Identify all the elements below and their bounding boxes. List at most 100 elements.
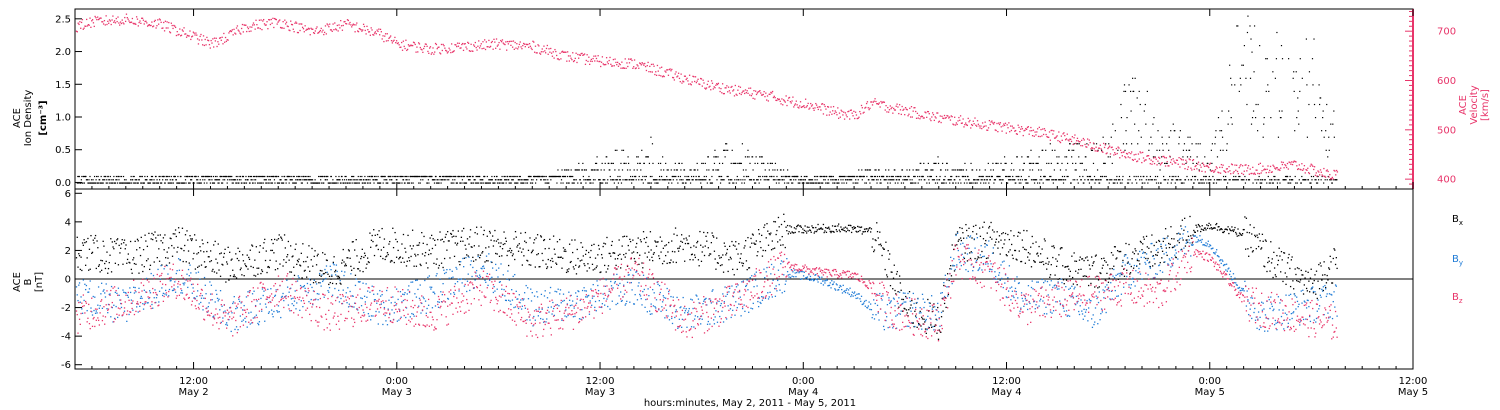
density-point bbox=[549, 175, 551, 178]
field-point-x bbox=[754, 243, 756, 245]
density-point bbox=[1326, 179, 1328, 181]
velocity-point bbox=[927, 111, 930, 113]
field-point-x bbox=[632, 251, 635, 253]
field-point-x bbox=[124, 248, 126, 250]
density-point bbox=[1212, 175, 1214, 178]
velocity-point bbox=[785, 95, 787, 97]
density-point bbox=[301, 175, 303, 178]
velocity-point bbox=[175, 34, 178, 37]
velocity-point bbox=[698, 83, 700, 85]
field-point-x bbox=[171, 244, 173, 247]
velocity-point bbox=[969, 119, 971, 122]
velocity-point bbox=[207, 39, 209, 41]
velocity-point bbox=[557, 58, 559, 60]
velocity-point bbox=[509, 40, 511, 42]
velocity-point bbox=[300, 23, 302, 25]
field-point-x bbox=[170, 237, 172, 240]
velocity-point bbox=[115, 17, 117, 20]
velocity-point bbox=[701, 85, 703, 87]
velocity-point bbox=[1112, 149, 1114, 151]
density-point bbox=[1149, 175, 1152, 178]
density-point bbox=[797, 175, 799, 178]
density-point bbox=[1178, 143, 1180, 145]
field-point-x bbox=[562, 257, 564, 259]
velocity-point bbox=[307, 28, 309, 31]
density-point bbox=[257, 182, 259, 184]
velocity-point bbox=[756, 92, 759, 94]
velocity-point bbox=[269, 23, 272, 26]
density-point bbox=[1219, 130, 1221, 132]
field-point-x bbox=[603, 242, 605, 244]
density-point bbox=[1306, 84, 1308, 86]
density-point bbox=[710, 182, 713, 184]
velocity-point bbox=[638, 62, 641, 64]
density-point bbox=[651, 143, 654, 145]
density-point bbox=[946, 162, 948, 165]
field-point-x bbox=[668, 241, 670, 244]
density-point bbox=[427, 179, 429, 181]
velocity-point bbox=[973, 123, 975, 125]
velocity-point bbox=[146, 25, 149, 27]
velocity-point bbox=[499, 48, 501, 50]
velocity-point bbox=[583, 53, 586, 55]
density-point bbox=[863, 175, 865, 178]
density-point bbox=[716, 169, 719, 171]
field-point-x bbox=[766, 222, 768, 225]
velocity-point bbox=[903, 108, 905, 110]
velocity-point bbox=[1092, 147, 1094, 149]
field-point-x bbox=[78, 255, 81, 257]
velocity-point bbox=[1143, 160, 1146, 162]
field-point-x bbox=[481, 252, 483, 254]
density-point bbox=[1143, 110, 1145, 112]
velocity-point bbox=[522, 42, 525, 45]
field-point-x bbox=[79, 268, 81, 271]
velocity-point bbox=[858, 116, 860, 118]
field-point-x bbox=[581, 246, 584, 248]
field-point-x bbox=[495, 252, 497, 255]
density-point bbox=[557, 169, 559, 171]
velocity-point bbox=[317, 32, 319, 34]
field-point-x bbox=[480, 226, 482, 228]
density-point bbox=[1177, 175, 1179, 178]
field-point-x bbox=[214, 240, 216, 243]
density-point bbox=[1328, 136, 1330, 138]
density-point bbox=[1074, 169, 1076, 171]
velocity-point bbox=[1296, 165, 1298, 167]
velocity-point bbox=[271, 22, 273, 24]
field-point-x bbox=[737, 253, 739, 255]
density-point bbox=[730, 162, 732, 165]
velocity-point bbox=[340, 19, 342, 22]
density-point bbox=[1224, 179, 1226, 181]
density-point bbox=[394, 182, 396, 184]
density-point bbox=[319, 175, 321, 178]
field-point-x bbox=[223, 252, 226, 255]
field-point-x bbox=[428, 249, 431, 251]
density-point bbox=[1092, 162, 1095, 165]
density-point bbox=[195, 175, 197, 178]
field-point-x bbox=[187, 250, 190, 252]
velocity-point bbox=[202, 35, 205, 37]
density-point bbox=[138, 179, 140, 181]
field-point-x bbox=[354, 274, 357, 276]
density-point bbox=[717, 169, 720, 171]
density-point bbox=[1225, 175, 1227, 178]
field-point-x bbox=[485, 260, 488, 262]
density-point bbox=[99, 179, 101, 181]
field-point-x bbox=[312, 281, 315, 284]
density-point bbox=[1231, 84, 1233, 86]
velocity-point bbox=[1007, 127, 1009, 129]
velocity-point bbox=[1048, 131, 1051, 133]
velocity-point bbox=[405, 39, 407, 41]
field-point-x bbox=[328, 275, 331, 278]
density-point bbox=[701, 162, 703, 165]
field-point-x bbox=[471, 246, 473, 248]
density-point bbox=[1185, 162, 1187, 165]
density-point bbox=[190, 179, 192, 181]
density-point bbox=[1276, 31, 1278, 34]
density-point bbox=[1267, 84, 1269, 86]
density-point bbox=[606, 182, 608, 184]
velocity-point bbox=[414, 43, 416, 46]
velocity-point bbox=[1323, 167, 1325, 170]
field-point-x bbox=[482, 251, 484, 253]
density-point bbox=[150, 179, 152, 181]
